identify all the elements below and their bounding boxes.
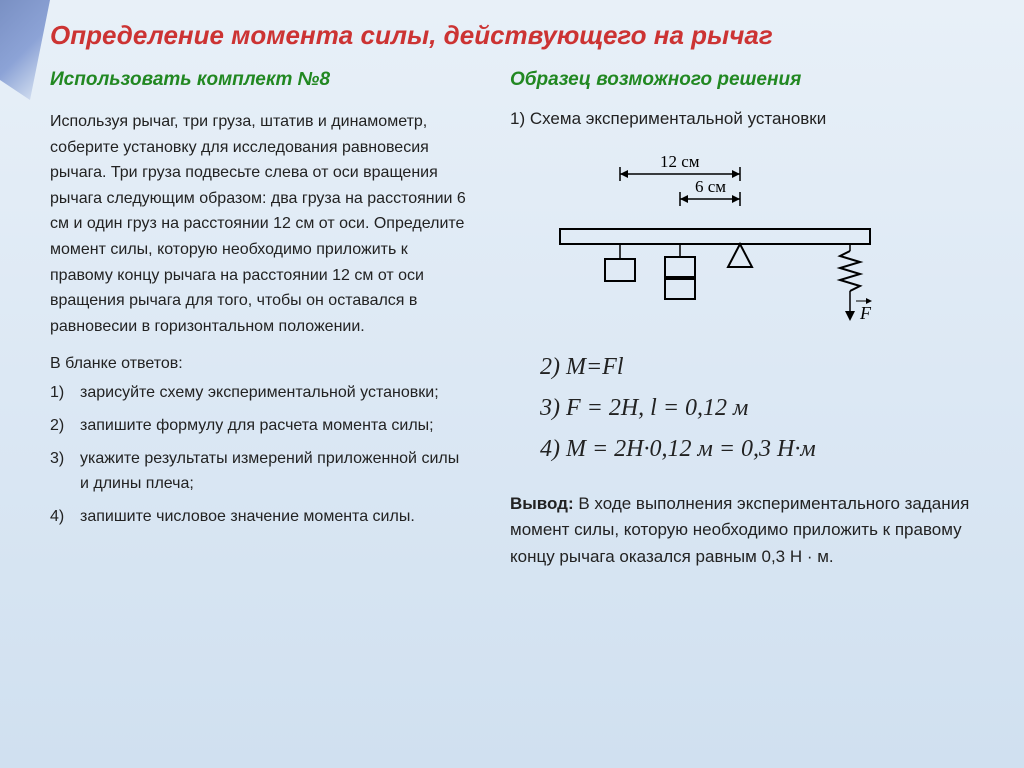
slide-content: Определение момента силы, действующего н…: [0, 0, 1024, 590]
lever-diagram-svg: 12 см 6 см: [540, 139, 880, 324]
list-number: 2): [50, 414, 64, 439]
right-subtitle: Образец возможного решения: [510, 69, 984, 91]
list-item: 1) зарисуйте схему экспериментальной уста…: [50, 381, 470, 406]
formula-block: 2) M=Fl 3) F = 2H, l = 0,12 м 4) M = 2H·…: [540, 354, 984, 463]
task-list: 1) зарисуйте схему экспериментальной уста…: [50, 381, 470, 529]
list-intro: В бланке ответов:: [50, 355, 470, 373]
list-number: 4): [50, 505, 64, 530]
slide-title: Определение момента силы, действующего н…: [50, 20, 984, 51]
step1-label: 1) Схема экспериментальной установки: [510, 109, 984, 129]
conclusion-lead: Вывод:: [510, 494, 574, 513]
conclusion-text: В ходе выполнения экспериментального зад…: [510, 494, 969, 566]
list-item: 4) запишите числовое значение момента сил…: [50, 505, 470, 530]
dim-6cm-label: 6 см: [695, 177, 726, 196]
conclusion-paragraph: Вывод: В ходе выполнения экспериментальн…: [510, 491, 984, 570]
list-number: 3): [50, 447, 64, 472]
experiment-diagram: 12 см 6 см: [540, 139, 984, 329]
left-column: Использовать комплект №8 Используя рычаг…: [50, 69, 470, 570]
list-item: 2) запишите формулу для расчета момента с…: [50, 414, 470, 439]
force-label: F: [859, 303, 872, 323]
two-column-layout: Использовать комплект №8 Используя рычаг…: [50, 69, 984, 570]
formula-4: 4) M = 2H·0,12 м = 0,3 Н·м: [540, 436, 984, 463]
list-number: 1): [50, 381, 64, 406]
dim-12cm-label: 12 см: [660, 152, 700, 171]
problem-paragraph: Используя рычаг, три груза, штатив и дин…: [50, 109, 470, 339]
formula-2: 2) M=Fl: [540, 354, 984, 381]
list-text: укажите результаты измерений приложенной…: [80, 450, 459, 492]
left-subtitle: Использовать комплект №8: [50, 69, 470, 91]
list-text: зарисуйте схему экспериментальной устано…: [80, 384, 439, 401]
list-text: запишите числовое значение момента силы.: [80, 508, 415, 525]
list-text: запишите формулу для расчета момента сил…: [80, 417, 434, 434]
formula-3: 3) F = 2H, l = 0,12 м: [540, 395, 984, 422]
list-item: 3) укажите результаты измерений приложенн…: [50, 447, 470, 497]
right-column: Образец возможного решения 1) Схема эксп…: [500, 69, 984, 570]
